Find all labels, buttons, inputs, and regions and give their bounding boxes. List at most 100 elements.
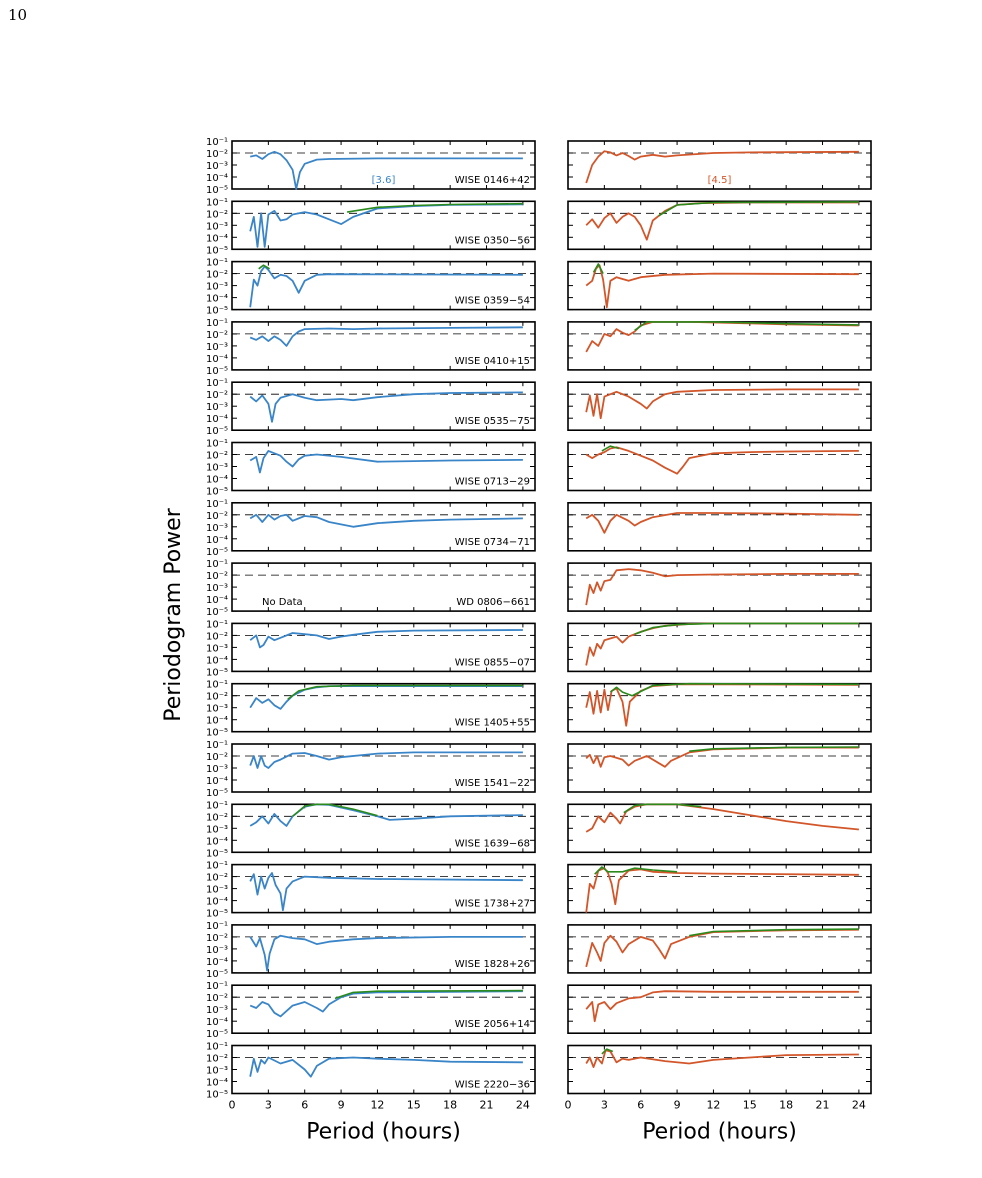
panel-ch1: 10⁻¹10⁻²10⁻³10⁻⁴10⁻⁵ WISE 1828+26	[206, 921, 536, 980]
series-ch2-line	[585, 683, 859, 727]
series-ch2-line	[585, 201, 859, 241]
x-tick-label: 15	[743, 1099, 757, 1112]
y-tick-label: 10⁻⁴	[206, 957, 228, 968]
panel-frame	[567, 200, 872, 251]
y-tick-label: 10⁻⁴	[206, 1078, 228, 1089]
series-ch1-line	[249, 450, 523, 474]
y-tick-label: 10⁻⁵	[206, 788, 228, 799]
y-tick-label: 10⁻³	[206, 1005, 228, 1016]
object-label: WISE 1738+27	[455, 899, 530, 910]
x-axis-label: Period (hours)	[306, 1120, 461, 1145]
x-tick-label: 6	[301, 1099, 308, 1112]
y-tick-label: 10⁻²	[206, 451, 228, 462]
model-line	[658, 201, 859, 217]
y-tick-label: 10⁻³	[206, 945, 228, 956]
y-tick-label: 10⁻⁵	[206, 426, 228, 437]
y-tick-label: 10⁻³	[206, 402, 228, 413]
series-ch2-line	[585, 512, 859, 534]
panel-ch1: 10⁻¹10⁻²10⁻³10⁻⁴10⁻⁵ WISE 1405+55	[206, 680, 536, 739]
y-tick-label: 10⁻⁵	[206, 1090, 228, 1101]
y-tick-label: 10⁻¹	[206, 680, 228, 691]
panel-ch1: 10⁻¹10⁻²10⁻³10⁻⁴10⁻⁵ WISE 0734−71	[206, 499, 536, 558]
y-tick-label: 10⁻⁵	[206, 728, 228, 739]
series-ch2-line	[585, 446, 859, 475]
panel-frame	[567, 441, 872, 492]
y-tick-label: 10⁻⁵	[206, 245, 228, 256]
y-tick-label: 10⁻³	[206, 764, 228, 775]
panel-ch1: 10⁻¹10⁻²10⁻³10⁻⁴10⁻⁵ WISE 1541−22	[206, 740, 536, 799]
object-label: WISE 0713−29	[455, 477, 530, 488]
model-line	[634, 622, 859, 635]
series-ch1-line	[249, 934, 523, 972]
y-tick-label: 10⁻⁵	[206, 487, 228, 498]
y-tick-label: 10⁻¹	[206, 861, 228, 872]
panel-row: 10⁻¹10⁻²10⁻³10⁻⁴10⁻⁵ WD 0806−661 No Data	[206, 559, 872, 618]
panel-ch2	[567, 381, 872, 432]
object-label: WISE 0410+15	[455, 356, 530, 367]
y-tick-label: 10⁻¹	[206, 318, 228, 329]
panel-ch1: 10⁻¹10⁻²10⁻³10⁻⁴10⁻⁵ WISE 0855−07	[206, 619, 536, 678]
x-tick-label: 15	[407, 1099, 421, 1112]
y-tick-label: 10⁻²	[206, 390, 228, 401]
object-label: WISE 1405+55	[455, 718, 530, 729]
series-ch1-line	[249, 1056, 523, 1078]
panel-row: 10⁻¹10⁻²10⁻³10⁻⁴10⁻⁵ WISE 2056+14	[206, 981, 872, 1040]
object-label: WISE 0350−56	[455, 235, 530, 246]
series-ch2-line	[585, 568, 859, 606]
panel-frame	[567, 1044, 872, 1095]
page-number: 10	[8, 6, 28, 24]
model-line	[594, 866, 678, 875]
panel-frame	[567, 260, 872, 311]
series-ch2-line	[585, 1049, 859, 1068]
series-ch1-line	[249, 203, 523, 248]
model-line	[346, 202, 523, 213]
y-tick-label: 10⁻³	[206, 824, 228, 835]
y-tick-label: 10⁻²	[206, 149, 228, 160]
y-tick-label: 10⁻¹	[206, 439, 228, 450]
panel-ch2	[567, 321, 872, 371]
x-tick-label: 24	[516, 1099, 530, 1112]
y-tick-label: 10⁻²	[206, 571, 228, 582]
panel-ch2	[567, 682, 872, 733]
y-tick-label: 10⁻⁴	[206, 233, 228, 244]
y-tick-label: 10⁻³	[206, 885, 228, 896]
panel-ch2	[567, 622, 872, 673]
y-tick-label: 10⁻⁴	[206, 475, 228, 486]
object-label: WISE 0146+42	[455, 175, 530, 186]
panel-frame	[567, 743, 872, 793]
y-tick-label: 10⁻¹	[206, 619, 228, 630]
panel-ch1: 10⁻¹10⁻²10⁻³10⁻⁴10⁻⁵ WISE 1738+27	[206, 861, 536, 920]
object-label: WD 0806−661	[456, 597, 530, 608]
series-ch2-line	[585, 622, 859, 666]
panel-ch2	[567, 260, 872, 311]
x-tick-label: 21	[816, 1099, 830, 1112]
y-tick-label: 10⁻²	[206, 933, 228, 944]
panel-ch1: 10⁻¹10⁻²10⁻³10⁻⁴10⁻⁵ WISE 0410+15	[206, 318, 536, 377]
y-tick-label: 10⁻²	[206, 270, 228, 281]
panel-row: 10⁻¹10⁻²10⁻³10⁻⁴10⁻⁵ WISE 2220−36 0 3 6 9 12 15…	[206, 1042, 872, 1145]
y-tick-label: 10⁻⁴	[206, 173, 228, 184]
y-tick-label: 10⁻⁵	[206, 969, 228, 980]
y-tick-label: 10⁻³	[206, 583, 228, 594]
panel-ch2	[567, 863, 872, 914]
x-tick-label: 18	[443, 1099, 457, 1112]
y-axis-label: Periodogram Power	[161, 507, 186, 721]
y-tick-label: 10⁻⁴	[206, 716, 228, 727]
series-ch2-line	[585, 803, 859, 833]
series-ch2-line	[585, 746, 859, 768]
y-tick-label: 10⁻⁵	[206, 1029, 228, 1040]
panel-ch1: 10⁻¹10⁻²10⁻³10⁻⁴10⁻⁵ WD 0806−661 No Data	[206, 559, 536, 618]
y-tick-label: 10⁻¹	[206, 800, 228, 811]
y-tick-label: 10⁻⁵	[206, 547, 228, 558]
panel-ch1: 10⁻¹10⁻²10⁻³10⁻⁴10⁻⁵ WISE 0350−56	[206, 197, 536, 256]
y-tick-label: 10⁻²	[206, 692, 228, 703]
series-ch2-line	[585, 990, 859, 1023]
x-tick-label: 3	[601, 1099, 608, 1112]
panel-row: 10⁻¹10⁻²10⁻³10⁻⁴10⁻⁵ WISE 1639−68	[206, 800, 872, 859]
object-label: WISE 0359−54	[455, 296, 530, 307]
y-tick-label: 10⁻²	[206, 330, 228, 341]
series-ch1-line	[249, 803, 523, 827]
y-tick-label: 10⁻⁴	[206, 294, 228, 305]
model-line	[601, 1048, 614, 1055]
